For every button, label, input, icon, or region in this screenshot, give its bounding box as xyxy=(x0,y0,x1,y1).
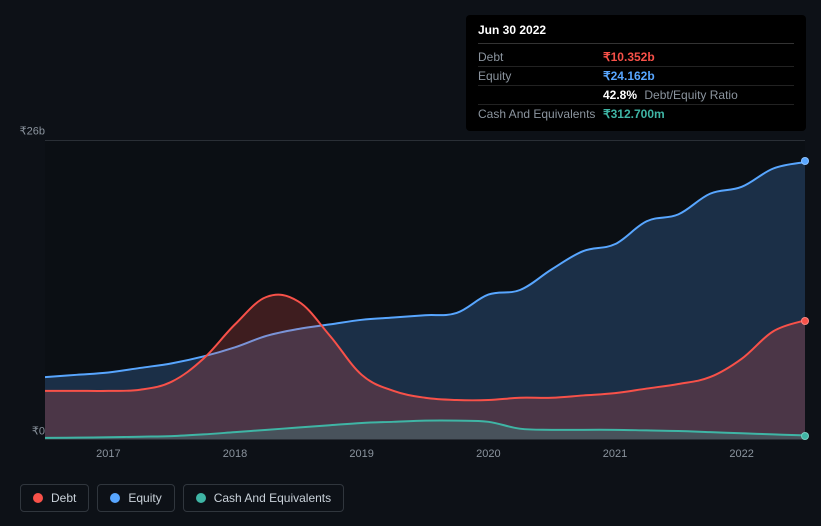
tooltip-row: Debt₹10.352b xyxy=(478,48,794,67)
legend-dot-icon xyxy=(110,493,120,503)
tooltip-panel: Jun 30 2022 Debt₹10.352bEquity₹24.162b42… xyxy=(466,15,806,131)
tooltip-row-label xyxy=(478,88,603,102)
x-tick: 2022 xyxy=(729,448,753,460)
chart-svg xyxy=(45,141,805,439)
legend-item-equity[interactable]: Equity xyxy=(97,484,174,512)
x-tick: 2018 xyxy=(223,448,247,460)
legend-item-cash[interactable]: Cash And Equivalents xyxy=(183,484,344,512)
legend-label: Debt xyxy=(51,491,76,505)
x-tick: 2017 xyxy=(96,448,120,460)
legend-label: Cash And Equivalents xyxy=(214,491,331,505)
tooltip-row-label: Cash And Equivalents xyxy=(478,107,603,121)
tooltip-row-label: Equity xyxy=(478,69,603,83)
x-tick: 2021 xyxy=(603,448,627,460)
y-tick-min: ₹0 xyxy=(32,425,45,438)
chart-plot-area[interactable] xyxy=(45,140,805,440)
series-end-dot-cash xyxy=(801,432,809,440)
legend-dot-icon xyxy=(33,493,43,503)
tooltip-date: Jun 30 2022 xyxy=(478,23,794,44)
tooltip-row-label: Debt xyxy=(478,50,603,64)
y-tick-max: ₹26b xyxy=(20,125,45,138)
series-end-dot-equity xyxy=(801,157,809,165)
legend-dot-icon xyxy=(196,493,206,503)
x-tick: 2019 xyxy=(349,448,373,460)
tooltip-row: Cash And Equivalents₹312.700m xyxy=(478,105,794,123)
series-end-dot-debt xyxy=(801,317,809,325)
legend-label: Equity xyxy=(128,491,161,505)
tooltip-row: 42.8% Debt/Equity Ratio xyxy=(478,86,794,105)
legend: Debt Equity Cash And Equivalents xyxy=(20,484,344,512)
tooltip-row-value: ₹24.162b xyxy=(603,69,655,83)
tooltip-row-value: ₹312.700m xyxy=(603,107,665,121)
tooltip-row: Equity₹24.162b xyxy=(478,67,794,86)
tooltip-row-value: 42.8% Debt/Equity Ratio xyxy=(603,88,738,102)
x-tick: 2020 xyxy=(476,448,500,460)
tooltip-row-value: ₹10.352b xyxy=(603,50,655,64)
legend-item-debt[interactable]: Debt xyxy=(20,484,89,512)
